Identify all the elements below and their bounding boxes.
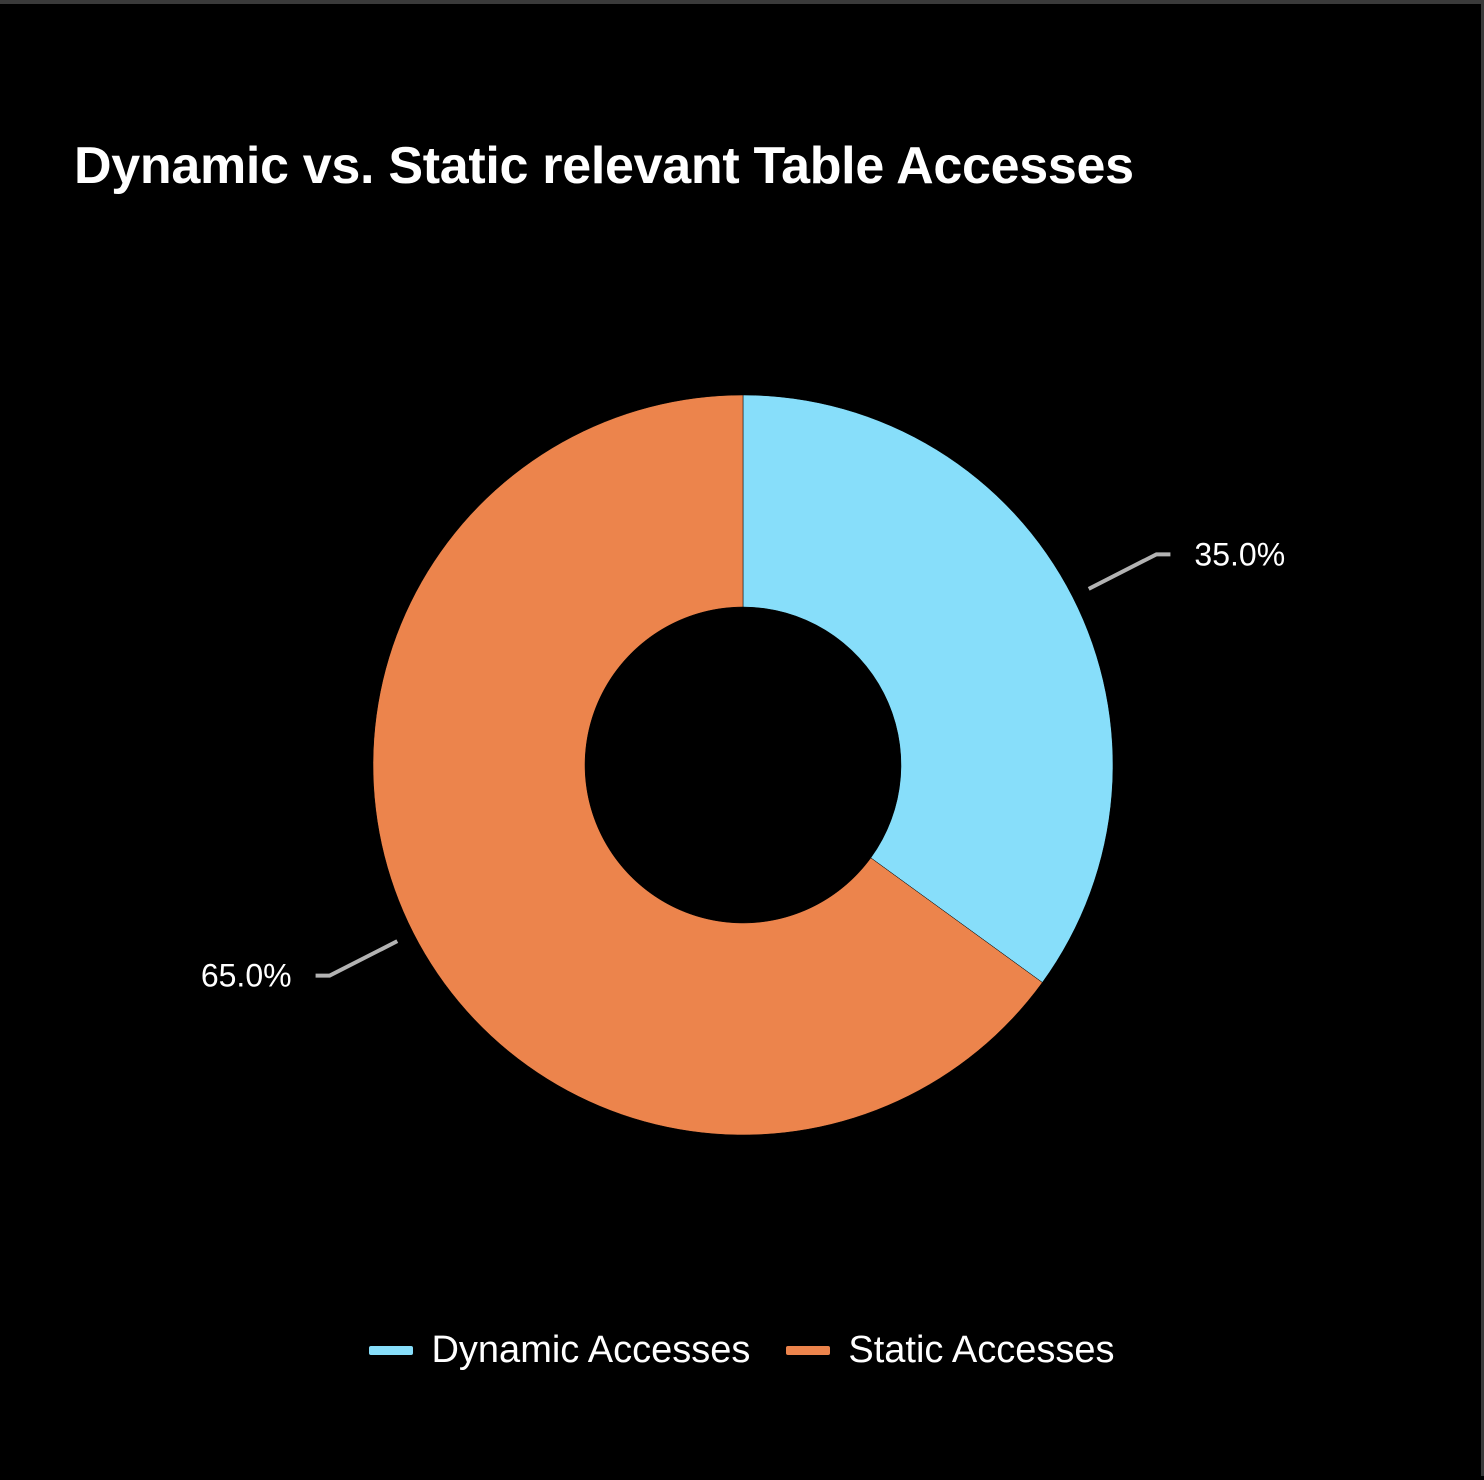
legend-item-dynamic[interactable]: Dynamic Accesses xyxy=(369,1329,750,1372)
data-label-dynamic: 35.0% xyxy=(1194,536,1285,572)
slice-dynamic[interactable] xyxy=(742,394,1114,983)
legend-swatch-dynamic xyxy=(369,1346,414,1355)
chart-title: Dynamic vs. Static relevant Table Access… xyxy=(74,137,1134,195)
legend: Dynamic Accesses Static Accesses xyxy=(0,1329,1484,1372)
donut-chart: 35.0% 65.0% xyxy=(201,394,1285,1136)
slice-static[interactable] xyxy=(372,394,1043,1136)
legend-item-static[interactable]: Static Accesses xyxy=(786,1329,1115,1372)
leader-line-static xyxy=(315,939,399,978)
data-label-static: 65.0% xyxy=(201,958,292,994)
legend-swatch-static xyxy=(786,1346,831,1355)
legend-label-static: Static Accesses xyxy=(848,1329,1115,1371)
leader-line-dynamic xyxy=(1087,552,1171,591)
legend-label-dynamic: Dynamic Accesses xyxy=(431,1329,751,1371)
